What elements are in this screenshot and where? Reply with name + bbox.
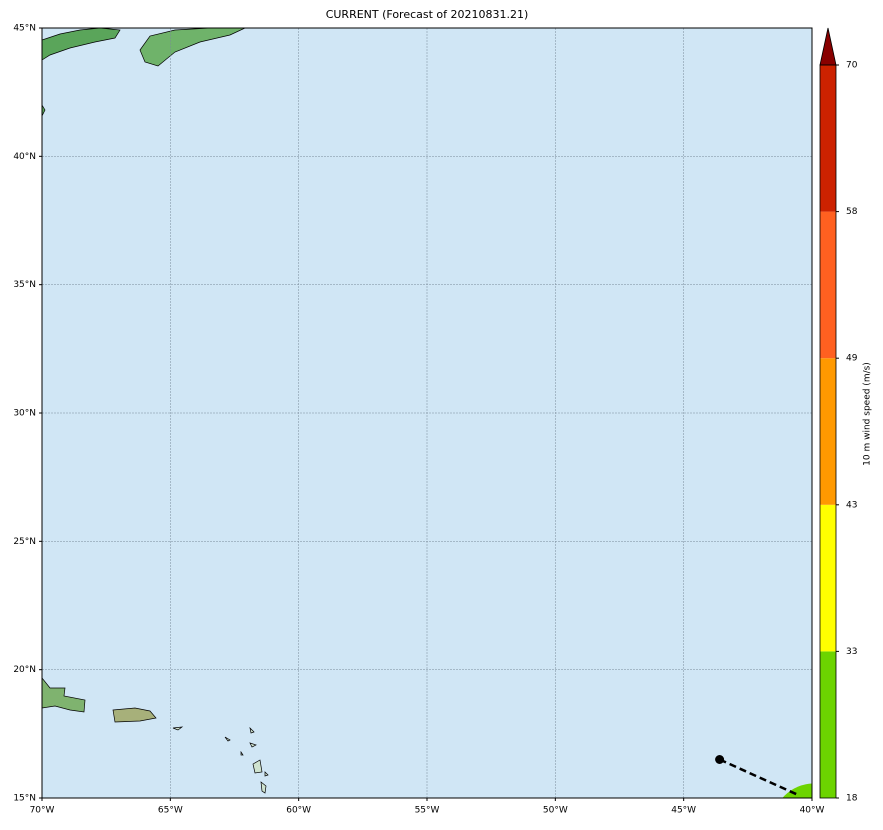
storm-position [715,755,725,764]
colorbar-tick-label: 43 [846,500,857,510]
lat-tick-label: 20°N [13,665,36,675]
lon-tick-label: 55°W [415,806,440,816]
nova-scotia-west [42,28,121,61]
colorbar-tick-label: 70 [846,61,858,71]
colorbar-segment [820,651,836,798]
colorbar-extend [819,27,837,66]
wind-swath [782,783,812,798]
lon-tick-label: 40°W [800,806,825,816]
colorbar-segment [820,211,836,359]
colorbar-label: 10 m wind speed (m/s) [863,362,873,466]
colorbar-tick-label: 33 [846,647,857,657]
lat-tick-label: 35°N [13,280,36,290]
lon-tick-label: 70°W [30,806,55,816]
colorbar-segment [820,65,836,212]
map-title: CURRENT (Forecast of 20210831.21) [326,8,529,21]
lon-tick-label: 45°W [671,806,696,816]
nova-scotia [139,28,246,67]
colorbar-frame [819,64,837,799]
lon-tick-label: 50°W [543,806,568,816]
lat-tick-label: 15°N [13,794,36,804]
lon-tick-label: 60°W [286,806,311,816]
lat-tick-label: 30°N [13,409,36,419]
colorbar-tick-label: 49 [846,354,858,364]
lat-tick-label: 25°N [13,537,36,547]
lesser-antilles [172,726,269,794]
lat-tick-label: 40°N [13,152,36,162]
colorbar-tick-label: 18 [846,794,858,804]
hispaniola [42,677,86,713]
puerto-rico [112,707,157,723]
colorbar-segment [820,358,836,505]
storm-track [719,758,800,797]
lon-tick-label: 65°W [158,806,183,816]
land [42,28,269,794]
colorbar-tick-label: 58 [846,207,858,217]
lat-tick-label: 45°N [13,24,36,34]
coast [42,104,46,117]
colorbar-segment [820,504,836,652]
